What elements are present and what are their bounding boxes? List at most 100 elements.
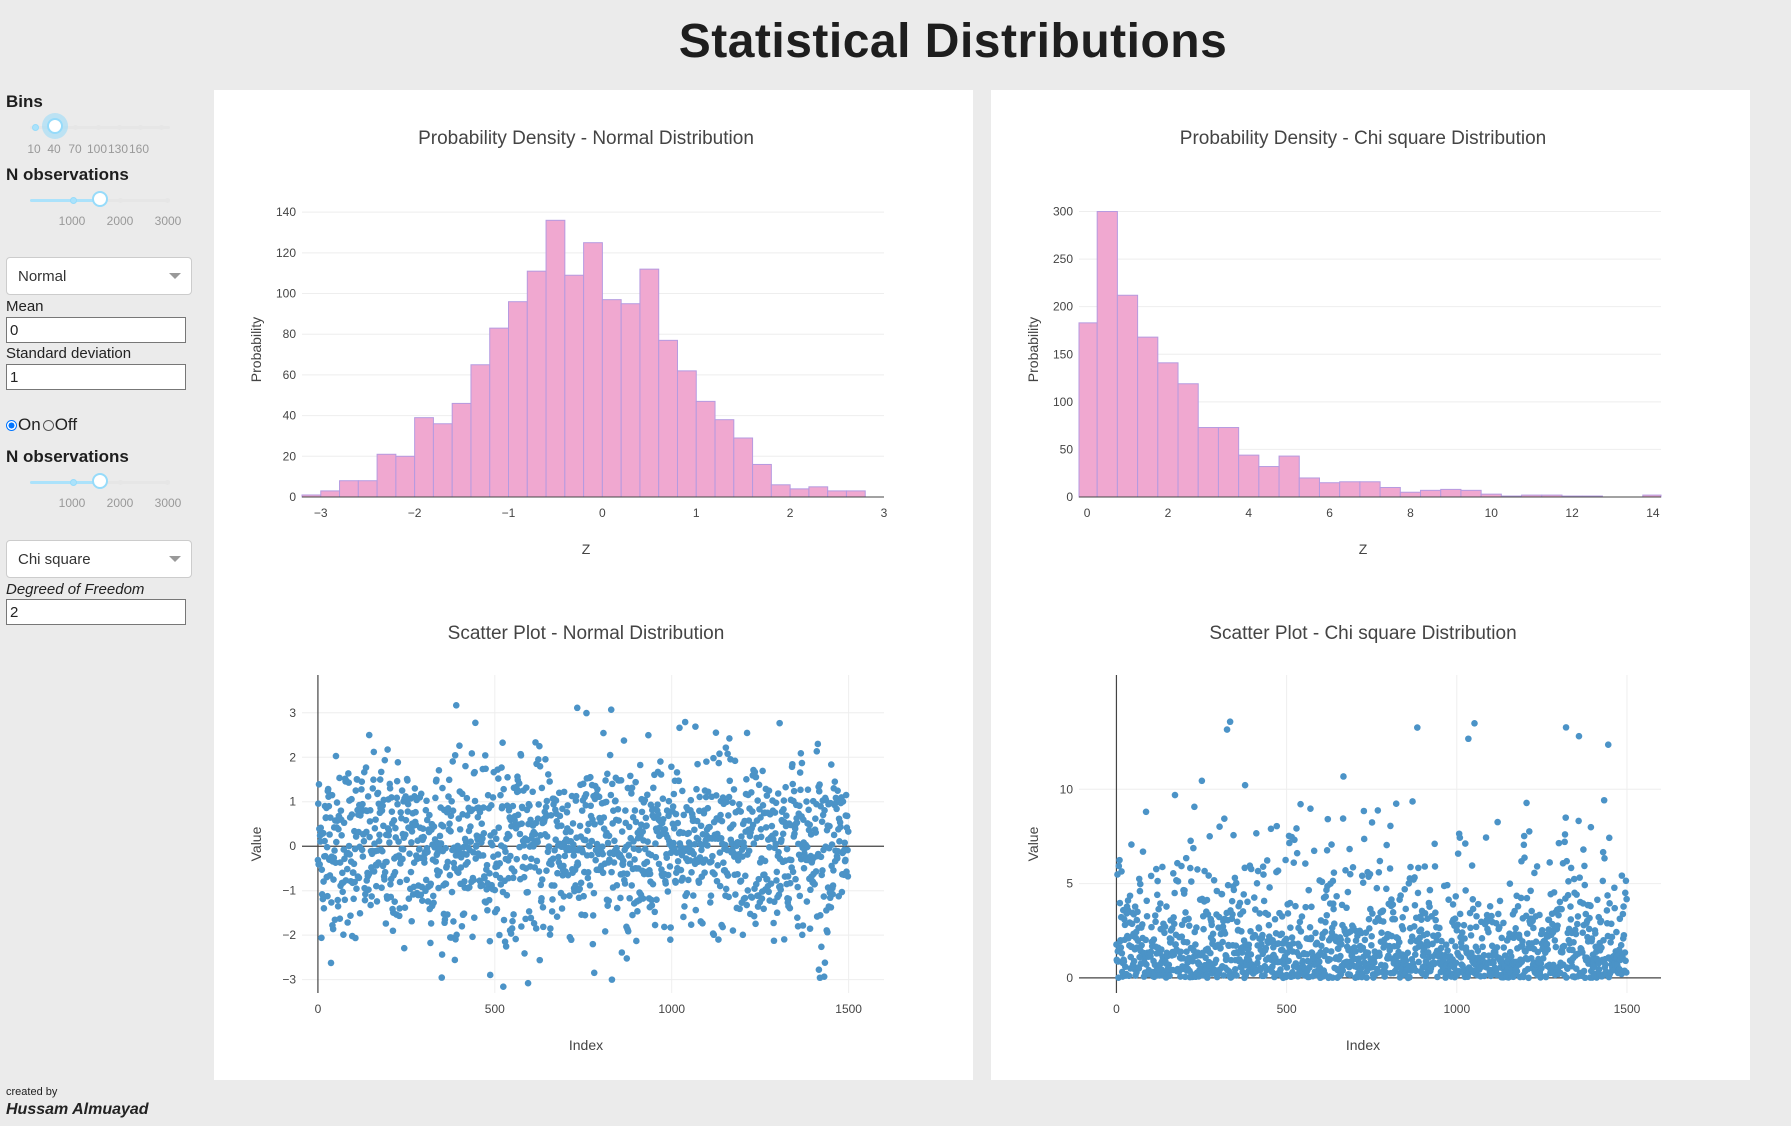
y-tick-label: −2	[282, 928, 296, 942]
distribution-dropdown-1[interactable]: Normal	[6, 257, 192, 295]
scatter-point	[446, 871, 454, 879]
scatter-point	[332, 859, 339, 866]
scatter-point	[1496, 923, 1503, 931]
mean-input[interactable]	[6, 317, 186, 343]
scatter-point	[1481, 972, 1488, 980]
scatter-point	[484, 906, 491, 914]
normal-scatter-chart[interactable]: Scatter Plot - Normal Distribution −3 −2 −1…	[214, 605, 973, 1065]
scatter-point	[1432, 909, 1439, 916]
x-axis-label: Index	[1346, 1037, 1380, 1053]
scatter-point	[594, 785, 601, 793]
degrees-of-freedom-input[interactable]	[6, 599, 186, 625]
scatter-point	[610, 859, 618, 866]
chevron-down-icon[interactable]	[169, 556, 181, 562]
scatter-point	[817, 911, 824, 919]
scatter-point	[570, 852, 578, 859]
scatter-point	[1118, 868, 1125, 875]
y-tick-label: 50	[1060, 442, 1074, 456]
scatter-point	[836, 838, 843, 845]
scatter-point	[1511, 907, 1518, 915]
scatter-point	[608, 976, 616, 983]
scatter-point	[674, 819, 682, 827]
scatter-point	[1185, 922, 1193, 929]
scatter-point	[1352, 947, 1360, 955]
scatter-point	[539, 904, 547, 911]
scatter-point	[1554, 922, 1561, 929]
scatter-point	[530, 920, 538, 927]
radio-on[interactable]	[6, 419, 17, 431]
scatter-point	[468, 750, 476, 757]
scatter-point	[408, 828, 416, 835]
scatter-point	[777, 886, 784, 893]
n-observations-slider-2[interactable]	[30, 473, 170, 489]
scatter-point	[1255, 925, 1263, 932]
scatter-point	[1448, 937, 1455, 945]
bins-slider-handle[interactable]	[47, 118, 63, 134]
scatter-point	[1193, 924, 1200, 931]
scatter-point	[1136, 880, 1144, 888]
radio-on-label[interactable]: On	[18, 415, 41, 434]
scatter-point	[792, 875, 799, 883]
scatter-point	[1445, 896, 1452, 904]
histogram-bar	[1258, 466, 1280, 498]
scatter-point	[772, 799, 780, 807]
scatter-point	[576, 885, 584, 893]
scatter-point	[834, 787, 841, 794]
scatter-point	[1260, 897, 1268, 905]
scatter-point	[1594, 896, 1601, 904]
scatter-point	[1486, 902, 1494, 910]
chevron-down-icon[interactable]	[169, 273, 181, 279]
histogram-bar	[770, 484, 791, 498]
scatter-point	[480, 829, 488, 837]
standard-deviation-input[interactable]	[6, 364, 186, 390]
y-tick-label: 120	[276, 246, 296, 260]
distribution-dropdown-2[interactable]: Chi square	[6, 540, 192, 578]
scatter-point	[819, 867, 826, 874]
chi-square-scatter-chart[interactable]: Scatter Plot - Chi square Distribution 0 5…	[991, 605, 1750, 1065]
scatter-point	[789, 780, 797, 788]
chart-title: Scatter Plot - Normal Distribution	[448, 623, 725, 644]
scatter-point	[518, 923, 525, 930]
chart-title: Probability Density - Normal Distributio…	[418, 128, 754, 149]
n-observations-slider-handle-1[interactable]	[92, 191, 108, 207]
created-by-label: created by	[6, 1086, 58, 1098]
scatter-point	[1183, 939, 1191, 946]
scatter-point	[772, 840, 780, 848]
x-tick-label: 0	[599, 506, 606, 520]
scatter-point	[401, 904, 409, 912]
scatter-point	[1581, 862, 1588, 870]
scatter-point	[1417, 926, 1425, 933]
scatter-point	[500, 916, 508, 924]
scatter-point	[1379, 907, 1387, 914]
scatter-point	[480, 804, 487, 811]
scatter-point	[1308, 903, 1315, 911]
n-observations-slider-handle-2[interactable]	[92, 473, 108, 489]
scatter-point	[1305, 886, 1313, 894]
scatter-point	[1595, 966, 1603, 973]
scatter-point	[545, 843, 553, 850]
n-observations-slider-1[interactable]	[30, 191, 170, 207]
scatter-point	[722, 885, 730, 893]
scatter-point	[1241, 864, 1249, 872]
scatter-point	[544, 771, 552, 778]
scatter-point	[828, 841, 836, 848]
scatter-point	[763, 792, 771, 799]
normal-histogram-chart[interactable]: Probability Density - Normal Distributio…	[214, 110, 973, 570]
scatter-point	[1233, 972, 1240, 979]
scatter-point	[370, 868, 378, 875]
scatter-point	[517, 752, 525, 759]
scatter-point	[370, 748, 378, 756]
scatter-point	[1561, 838, 1568, 846]
scatter-point	[1436, 924, 1443, 932]
bins-slider[interactable]	[30, 118, 170, 134]
chi-square-histogram-chart[interactable]: Probability Density - Chi square Distrib…	[991, 110, 1750, 570]
radio-off[interactable]	[42, 419, 54, 431]
scatter-point	[1556, 898, 1564, 906]
scatter-point	[324, 785, 332, 793]
scatter-point	[1431, 840, 1438, 848]
scatter-point	[735, 800, 743, 808]
scatter-point	[1201, 867, 1208, 875]
radio-off-label[interactable]: Off	[54, 415, 78, 434]
scatter-point	[652, 853, 660, 861]
scatter-point	[563, 808, 571, 816]
